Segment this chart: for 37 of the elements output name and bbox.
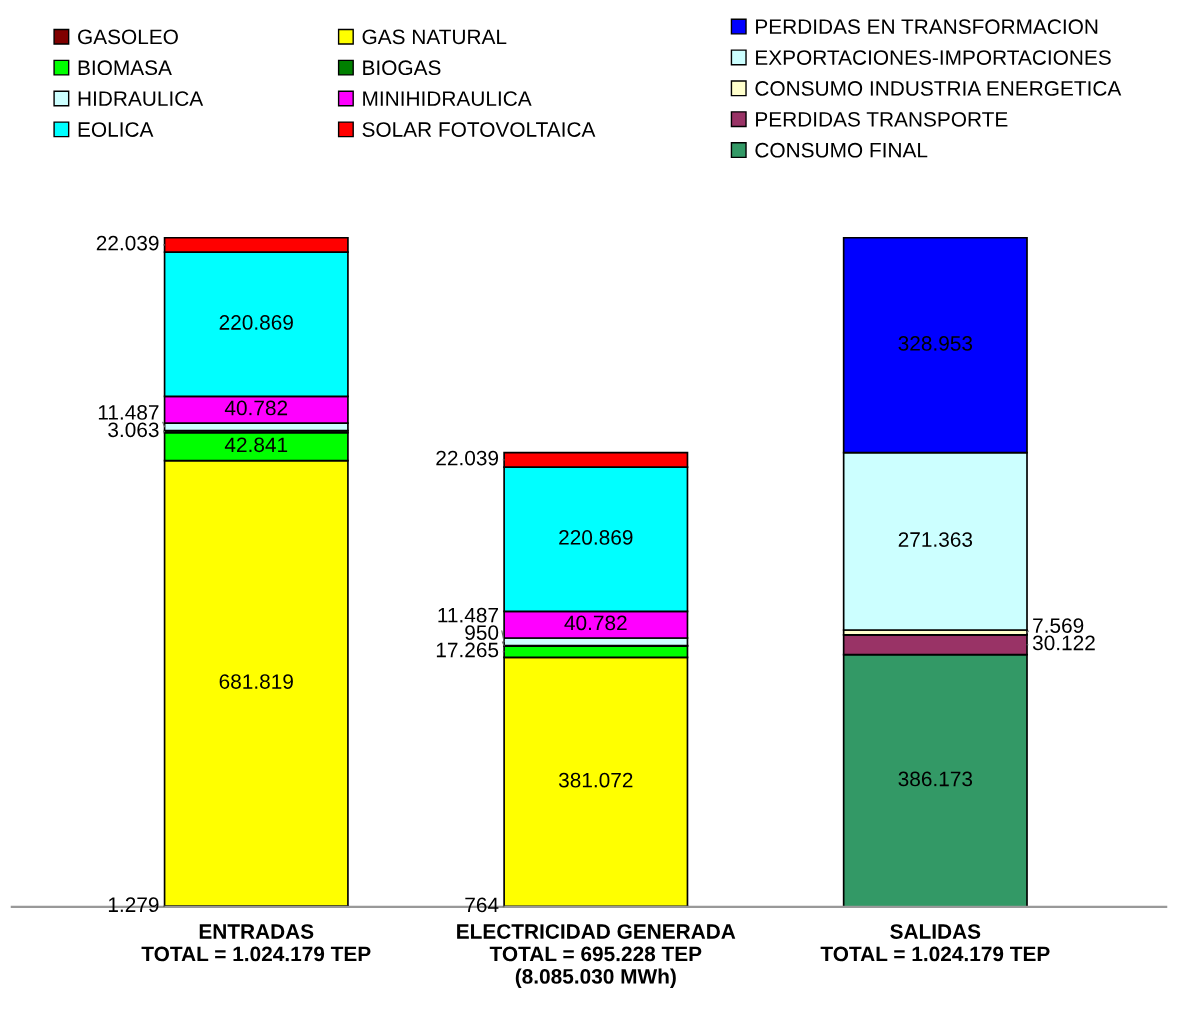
data-label: 271.363 xyxy=(898,532,973,547)
legend-label: SOLAR FOTOVOLTAICA xyxy=(362,122,596,137)
legend-label: GASOLEO xyxy=(78,29,178,45)
legend-label: BIOMASA xyxy=(78,60,172,76)
data-label: 7.569 xyxy=(1033,618,1084,633)
data-label: 386.173 xyxy=(898,771,973,787)
data-label: 30.122 xyxy=(1032,635,1095,651)
data-label: 42.841 xyxy=(224,437,288,453)
data-label: 681.819 xyxy=(219,674,293,689)
legend-label: PERDIDAS EN TRANSFORMACION xyxy=(756,19,1098,35)
data-label: 1.279 xyxy=(108,897,159,913)
data-label: 381.072 xyxy=(558,772,633,788)
legend-label: HIDRAULICA xyxy=(78,91,204,106)
legend-label: GAS NATURAL xyxy=(362,29,507,45)
data-label: 11.487 xyxy=(438,607,498,623)
data-label: 22.039 xyxy=(96,235,159,251)
legend-label: CONSUMO INDUSTRIA ENERGETICA xyxy=(755,81,1122,96)
legend-label: CONSUMO FINAL xyxy=(755,142,928,158)
data-label: 11.487 xyxy=(98,405,159,420)
data-label: 22.039 xyxy=(436,450,499,466)
x-tick-label: ENTRADAS TOTAL = 1.024.179 TEP xyxy=(141,924,371,962)
legend-label: EOLICA xyxy=(78,122,154,137)
x-tick-label: SALIDAS TOTAL = 1.024.179 TEP xyxy=(820,924,1050,962)
x-tick-label: ELECTRICIDAD GENERADA TOTAL = 695.228 TEP (8.085.030 MWh) xyxy=(457,924,736,988)
data-label: 764 xyxy=(465,897,499,913)
data-label: 328.953 xyxy=(898,336,973,351)
data-label: 40.782 xyxy=(224,400,288,416)
data-label: 40.782 xyxy=(564,615,627,631)
data-label: 220.869 xyxy=(219,315,293,330)
legend-label: PERDIDAS TRANSPORTE xyxy=(756,111,1008,127)
data-label: 3.063 xyxy=(108,422,159,438)
data-label: 950 xyxy=(465,625,499,640)
data-label: 17.265 xyxy=(436,642,499,658)
data-label: 220.869 xyxy=(559,530,633,545)
legend-label: BIOGAS xyxy=(363,60,441,76)
legend-label: EXPORTACIONES-IMPORTACIONES xyxy=(756,50,1111,65)
legend-label: MINIHIDRAULICA xyxy=(363,91,532,106)
